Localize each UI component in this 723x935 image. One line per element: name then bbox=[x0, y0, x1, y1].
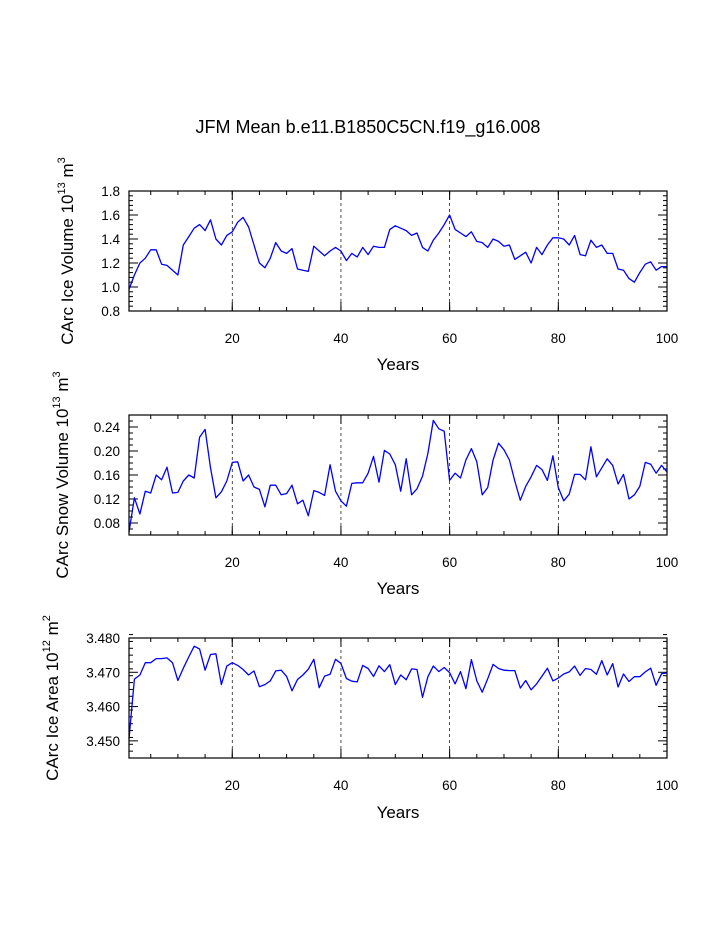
y-tick-label: 3.450 bbox=[86, 734, 120, 749]
x-axis-title: Years bbox=[377, 355, 420, 374]
y-tick-label: 0.20 bbox=[94, 444, 120, 459]
y-tick-label: 1.8 bbox=[101, 184, 120, 199]
y-tick-label: 0.08 bbox=[94, 516, 120, 531]
chart-panel-3: 3.450 3.460 3.470 3.480 20 40 60 80 100 Years CArc… bbox=[41, 615, 678, 822]
plot-frame bbox=[128, 414, 668, 536]
x-tick-label: 40 bbox=[333, 555, 348, 570]
x-axis-title: Years bbox=[377, 803, 420, 822]
y-axis-title-unit: m bbox=[43, 621, 62, 640]
y-tick-label: 3.460 bbox=[86, 700, 120, 715]
x-tick-label: 20 bbox=[225, 555, 240, 570]
y-axis-title: CArc Ice Area 1012 m2 bbox=[41, 615, 62, 781]
x-tick-label: 60 bbox=[442, 555, 457, 570]
y-axis-title-exponent: 12 bbox=[41, 640, 53, 652]
y-axis-title-exponent: 13 bbox=[56, 182, 68, 194]
x-tick-label: 40 bbox=[333, 331, 348, 346]
y-axis-title-unit-exponent: 3 bbox=[56, 157, 68, 163]
chart-panel-1: 0.8 1.0 1.2 1.4 1.6 1.8 20 40 60 80 100 Years CArc I… bbox=[56, 157, 678, 374]
y-tick-label: 3.470 bbox=[86, 665, 120, 680]
y-tick-label: 0.24 bbox=[94, 420, 121, 435]
y-axis-title-unit-exponent: 2 bbox=[41, 615, 53, 621]
y-axis-title-main: CArc Ice Volume 10 bbox=[58, 195, 77, 345]
x-tick-label: 80 bbox=[551, 331, 566, 346]
x-tick-label: 100 bbox=[656, 331, 679, 346]
series-line bbox=[128, 645, 668, 740]
y-tick-label: 3.480 bbox=[86, 631, 120, 646]
y-tick-label: 1.0 bbox=[101, 280, 120, 295]
y-axis-title-main: CArc Ice Area 10 bbox=[43, 652, 62, 781]
series-line bbox=[128, 419, 668, 533]
x-tick-label: 100 bbox=[656, 778, 679, 793]
x-axis-title: Years bbox=[377, 579, 420, 598]
x-tick-label: 20 bbox=[225, 778, 240, 793]
y-axis-title-exponent: 13 bbox=[51, 396, 63, 408]
x-tick-label: 100 bbox=[656, 555, 679, 570]
chart-panel-2: 0.08 0.12 0.16 0.20 0.24 20 40 60 80 100 Years CArc… bbox=[51, 371, 678, 598]
y-axis-title-unit: m bbox=[53, 377, 72, 396]
y-axis-title: CArc Ice Volume 1013 m3 bbox=[56, 157, 77, 345]
y-axis-title: CArc Snow Volume 1013 m3 bbox=[51, 371, 72, 578]
x-tick-label: 80 bbox=[551, 555, 566, 570]
chart-panels: 0.8 1.0 1.2 1.4 1.6 1.8 20 40 60 80 100 Years CArc I… bbox=[41, 157, 678, 822]
y-axis-title-unit-exponent: 3 bbox=[51, 371, 63, 377]
plot-frame bbox=[128, 190, 668, 312]
y-tick-label: 0.16 bbox=[94, 468, 120, 483]
x-tick-label: 40 bbox=[333, 778, 348, 793]
y-tick-label: 1.4 bbox=[101, 232, 120, 247]
series-line bbox=[128, 214, 667, 290]
plot-frame bbox=[128, 637, 668, 759]
y-tick-label: 1.2 bbox=[101, 256, 120, 271]
page-title: JFM Mean b.e11.B1850C5CN.f19_g16.008 bbox=[196, 117, 541, 138]
y-tick-label: 1.6 bbox=[101, 208, 120, 223]
x-tick-label: 20 bbox=[225, 331, 240, 346]
y-tick-label: 0.12 bbox=[94, 492, 120, 507]
x-tick-label: 80 bbox=[551, 778, 566, 793]
x-tick-label: 60 bbox=[442, 778, 457, 793]
y-tick-label: 0.8 bbox=[101, 304, 120, 319]
y-axis-title-unit: m bbox=[58, 163, 77, 182]
y-axis-title-main: CArc Snow Volume 10 bbox=[53, 409, 72, 579]
x-tick-label: 60 bbox=[442, 331, 457, 346]
